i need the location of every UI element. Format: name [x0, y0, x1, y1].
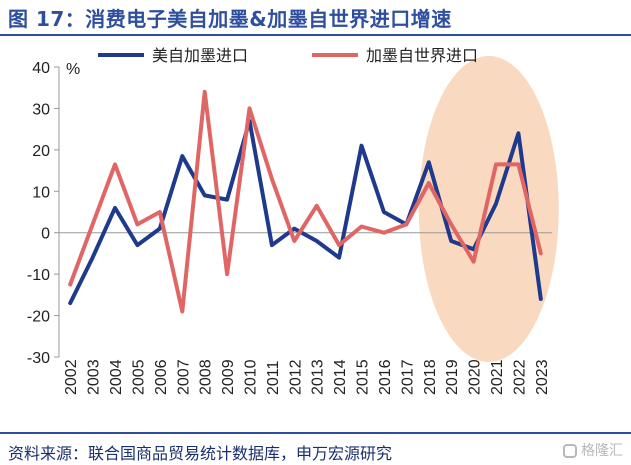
series-line-2: [68, 89, 543, 314]
x-tick-label: 2014: [332, 359, 349, 395]
x-tick-label: 2022: [511, 359, 528, 395]
x-tick-label: 2012: [287, 359, 304, 395]
y-unit-label: %: [66, 61, 80, 78]
data-point: [539, 251, 543, 255]
data-point: [135, 222, 139, 226]
data-point: [516, 162, 520, 166]
data-point: [225, 272, 229, 276]
x-tick-label: 2015: [355, 359, 372, 395]
x-tick-label: 2010: [242, 359, 259, 395]
y-tick-label: -30: [27, 350, 50, 367]
x-tick-label: 2009: [220, 359, 237, 395]
y-tick-label: 0: [41, 226, 50, 243]
x-tick-label: 2021: [489, 359, 506, 395]
x-tick-label: 2006: [153, 359, 170, 395]
data-point: [292, 239, 296, 243]
data-point: [427, 160, 431, 164]
y-tick-label: 10: [32, 184, 50, 201]
y-tick-label: 20: [32, 143, 50, 160]
y-tick-label: 40: [32, 60, 50, 77]
x-tick-label: 2004: [108, 359, 125, 395]
x-tick-label: 2017: [399, 359, 416, 395]
data-point: [315, 204, 319, 208]
source-note: 资料来源：联合国商品贸易统计数据库，申万宏源研究: [8, 444, 393, 463]
data-point: [360, 225, 364, 228]
y-tick-label: -20: [27, 309, 50, 326]
page-title: 图 17：消费电子美自加墨&加墨自世界进口增速: [8, 7, 452, 31]
data-point: [203, 90, 207, 94]
x-tick-label: 2019: [444, 359, 461, 395]
data-point: [247, 106, 251, 110]
x-tick-label: 2013: [310, 359, 327, 395]
data-point: [516, 131, 520, 135]
x-tick-label: 2003: [86, 359, 103, 395]
data-point: [135, 243, 139, 247]
data-point: [270, 177, 274, 181]
data-point: [494, 162, 498, 166]
data-point: [539, 297, 543, 301]
x-tick-label: 2002: [63, 359, 80, 395]
x-tick-label: 2007: [175, 359, 192, 395]
y-tick-label: 30: [32, 101, 50, 118]
x-tick-label: 2011: [265, 360, 282, 395]
data-point: [68, 283, 72, 286]
watermark-text: 格隆汇: [581, 443, 623, 459]
data-point: [203, 193, 207, 197]
data-point: [158, 210, 162, 214]
highlight-ellipse: [418, 56, 559, 362]
x-tick-label: 2023: [534, 359, 551, 395]
data-point: [158, 227, 162, 231]
data-point: [292, 227, 296, 231]
data-point: [180, 154, 184, 158]
data-point: [337, 243, 341, 247]
data-point: [360, 144, 364, 148]
x-tick-label: 2016: [377, 359, 394, 395]
data-point: [113, 206, 117, 210]
data-point: [270, 243, 274, 247]
logo-icon: [563, 444, 577, 458]
x-tick-label: 2020: [467, 359, 484, 395]
legend-label: 加墨自世界进口: [366, 46, 478, 65]
data-point: [180, 309, 184, 313]
data-point: [494, 202, 498, 206]
footer: 资料来源：联合国商品贸易统计数据库，申万宏源研究 格隆汇: [0, 432, 631, 465]
data-point: [449, 239, 453, 243]
x-tick-label: 2005: [130, 359, 147, 395]
data-point: [225, 198, 229, 202]
data-point: [404, 222, 408, 226]
data-point: [315, 239, 319, 243]
data-point: [449, 222, 453, 226]
data-point: [382, 231, 386, 235]
data-point: [337, 256, 341, 260]
data-point: [382, 210, 386, 214]
legend-label: 美自加墨进口: [152, 46, 248, 65]
data-point: [91, 256, 95, 260]
data-point: [472, 260, 476, 264]
y-tick-label: -10: [27, 267, 50, 284]
data-point: [427, 181, 431, 185]
data-point: [91, 222, 95, 226]
data-point: [68, 301, 72, 305]
x-tick-label: 2018: [422, 359, 439, 395]
title-bar: 图 17：消费电子美自加墨&加墨自世界进口增速: [0, 0, 631, 36]
watermark: 格隆汇: [563, 440, 623, 460]
x-tick-label: 2008: [198, 359, 215, 395]
data-point: [113, 162, 117, 166]
